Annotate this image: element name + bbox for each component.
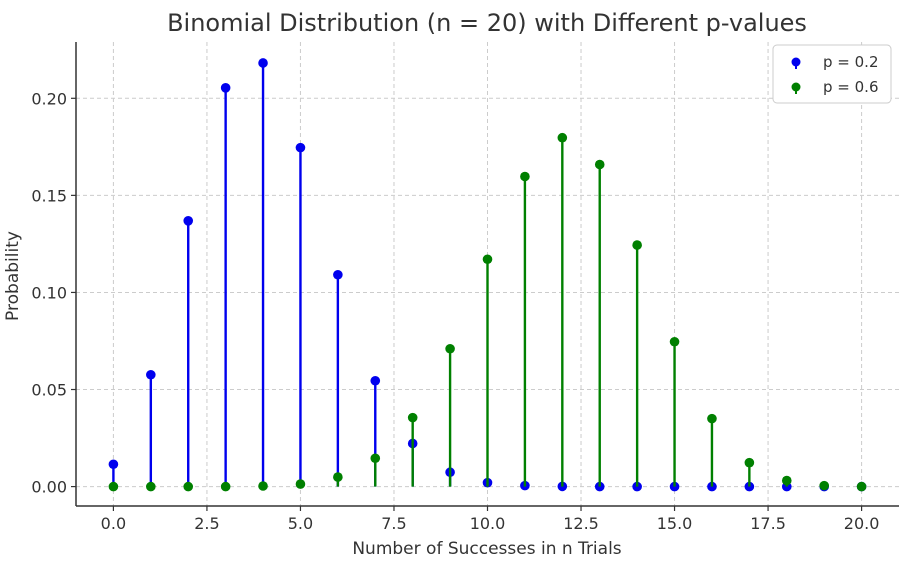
x-tick-label: 17.5 bbox=[750, 514, 786, 533]
y-tick-label: 0.10 bbox=[31, 283, 67, 302]
y-axis-label: Probability bbox=[3, 231, 23, 321]
data-point bbox=[594, 159, 605, 170]
legend-marker bbox=[791, 82, 801, 92]
data-point bbox=[819, 480, 829, 491]
x-tick-label: 5.0 bbox=[288, 514, 313, 533]
y-tick-label: 0.15 bbox=[31, 186, 67, 205]
data-point bbox=[707, 413, 717, 424]
x-tick-label: 15.0 bbox=[657, 514, 693, 533]
data-point bbox=[632, 481, 642, 492]
legend-label: p = 0.6 bbox=[823, 78, 878, 96]
data-point bbox=[146, 481, 156, 492]
data-point bbox=[520, 171, 530, 182]
data-point bbox=[108, 481, 119, 492]
data-point bbox=[220, 83, 231, 93]
data-point bbox=[220, 481, 231, 492]
data-point bbox=[370, 375, 381, 386]
data-point bbox=[108, 459, 119, 470]
y-tick-label: 0.05 bbox=[31, 381, 67, 400]
y-tick-label: 0.00 bbox=[31, 478, 67, 497]
x-tick-label: 12.5 bbox=[563, 514, 599, 533]
data-point bbox=[295, 479, 306, 489]
data-point bbox=[669, 336, 680, 347]
data-point bbox=[333, 269, 343, 280]
legend-marker bbox=[791, 57, 801, 67]
x-tick-label: 7.5 bbox=[381, 514, 406, 533]
data-point bbox=[632, 240, 642, 250]
data-point bbox=[183, 216, 194, 226]
x-tick-label: 0.0 bbox=[101, 514, 126, 533]
x-tick-label: 20.0 bbox=[844, 514, 880, 533]
data-point bbox=[445, 343, 455, 354]
x-tick-label: 2.5 bbox=[194, 514, 219, 533]
x-tick-label: 10.0 bbox=[470, 514, 506, 533]
x-axis-label: Number of Successes in n Trials bbox=[352, 539, 621, 559]
data-point bbox=[407, 412, 418, 423]
data-point bbox=[258, 58, 268, 68]
data-point bbox=[856, 481, 867, 492]
data-point bbox=[258, 481, 268, 491]
data-point bbox=[557, 132, 568, 143]
legend-box bbox=[772, 44, 892, 104]
y-tick-label: 0.20 bbox=[31, 89, 67, 108]
data-point bbox=[146, 369, 156, 380]
legend: p = 0.2 p = 0.6 bbox=[772, 44, 892, 104]
legend-label: p = 0.2 bbox=[823, 53, 878, 71]
data-point bbox=[183, 481, 194, 492]
data-stems bbox=[108, 58, 867, 492]
data-point bbox=[594, 481, 605, 492]
chart-title: Binomial Distribution (n = 20) with Diff… bbox=[167, 9, 807, 37]
tick-marks: 0.0 2.5 5.0 7.5 10.0 12.5 15.0 17.5 20.0 0.00 0.05… bbox=[31, 89, 879, 533]
data-point bbox=[482, 254, 493, 265]
data-point bbox=[781, 475, 792, 486]
data-point bbox=[333, 472, 343, 482]
data-point bbox=[744, 457, 755, 468]
data-point bbox=[295, 142, 306, 153]
data-point bbox=[669, 481, 680, 492]
data-point bbox=[744, 481, 755, 492]
data-point bbox=[707, 481, 717, 492]
data-point bbox=[370, 453, 381, 464]
series-1 bbox=[108, 132, 867, 492]
